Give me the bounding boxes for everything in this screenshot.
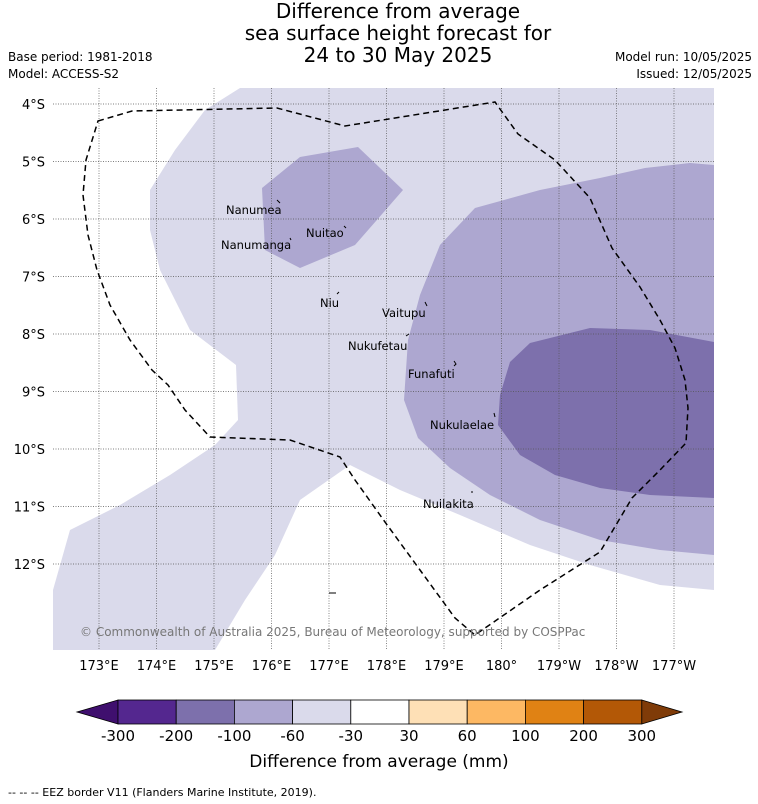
colorbar-segment (583, 699, 643, 725)
eez-border (82, 101, 689, 636)
colorbar-tick-label: 300 (627, 727, 656, 745)
latitude-label: 11°S (14, 501, 45, 516)
colorbar: -300 -200 -100 -60 -30 30 60 100 200 300 (75, 699, 684, 745)
colorbar-tick-label: -200 (159, 727, 193, 745)
island-label-nukulaelae: Nukulaelae (430, 418, 494, 432)
latitude-labels: 4°S 5°S 6°S 7°S 8°S 9°S 10°S 11°S 12°S (14, 98, 45, 573)
longitude-label: 179°W (537, 659, 581, 674)
longitude-labels: 173°E 174°E 175°E 176°E 177°E 178°E 179°E 180° 1… (79, 659, 696, 674)
nanumanga-island-shape (289, 237, 292, 241)
longitude-label: 174°E (137, 659, 177, 674)
title-line-1: Difference from average (275, 0, 521, 23)
longitude-label: 177°E (309, 659, 349, 674)
colorbar-max-extension (641, 699, 684, 725)
longitude-label: 176°E (252, 659, 292, 674)
funafuti-island-shape (453, 360, 457, 367)
issued-text: Issued: 12/05/2025 (636, 67, 752, 81)
colorbar-tick-label: 200 (569, 727, 598, 745)
latitude-label: 10°S (14, 443, 45, 458)
island-label-nuilakita: Nuilakita (423, 497, 474, 511)
nukufetau-island-shape (405, 333, 410, 337)
nuitao-island-shape (343, 225, 347, 229)
island-label-vaitupu: Vaitupu (382, 306, 426, 320)
longitude-label: 175°E (194, 659, 234, 674)
longitude-label: 179°E (424, 659, 464, 674)
latitude-label: 7°S (22, 271, 45, 286)
longitude-label: 178°W (594, 659, 638, 674)
colorbar-segment (292, 699, 352, 725)
island-label-nanumanga: Nanumanga (221, 238, 291, 252)
map-title: Difference from average sea surface heig… (200, 0, 596, 66)
colorbar-segment (233, 699, 293, 725)
base-period-text: Base period: 1981-2018 (8, 50, 153, 64)
island-label-nuitao: Nuitao (306, 226, 344, 240)
colorbar-tick-label: 100 (511, 727, 540, 745)
island-label-nukufetau: Nukufetau (348, 339, 407, 353)
colorbar-tick-label: -300 (101, 727, 135, 745)
colorbar-tick-label: 30 (399, 727, 418, 745)
colorbar-tick-label: -100 (217, 727, 251, 745)
title-line-3: 24 to 30 May 2025 (303, 43, 493, 67)
latitude-label: 12°S (14, 558, 45, 573)
model-name-text: Model: ACCESS-S2 (8, 67, 120, 81)
colorbar-tick-label: -60 (280, 727, 305, 745)
niu-island-shape (336, 291, 340, 295)
colorbar-segment (466, 699, 526, 725)
eez-footnote: -- -- -- EEZ border V11 (Flanders Marine… (8, 786, 317, 799)
nanumea-island-shape (276, 199, 281, 204)
contour-minus-100 (498, 328, 714, 498)
latitude-label: 8°S (22, 328, 45, 343)
latitude-label: 6°S (22, 213, 45, 228)
colorbar-tick-label: -30 (339, 727, 364, 745)
colorbar-segment (350, 699, 410, 725)
colorbar-segment (408, 699, 468, 725)
island-label-niu: Niu (320, 296, 339, 310)
longitude-label: 178°E (367, 659, 407, 674)
colorbar-tick-label: 60 (458, 727, 477, 745)
model-run-text: Model run: 10/05/2025 (614, 50, 752, 64)
colorbar-label: Difference from average (mm) (249, 752, 509, 772)
model-info: Base period: 1981-2018 Model: ACCESS-S2 (8, 49, 153, 83)
copyright-text: © Commonwealth of Australia 2025, Bureau… (80, 625, 585, 639)
longitude-label: 177°W (652, 659, 696, 674)
latitude-label: 4°S (22, 98, 45, 113)
longitude-label: 173°E (79, 659, 119, 674)
colorbar-segment (175, 699, 235, 725)
vaitupu-island-shape (424, 301, 428, 307)
title-line-2: sea surface height forecast for (244, 21, 552, 45)
longitude-label: 180° (486, 659, 517, 674)
islands-layer (276, 199, 496, 594)
nukulaelae-island-shape (493, 412, 496, 418)
colorbar-min-extension (75, 699, 119, 725)
colorbar-segment (117, 699, 177, 725)
latitude-label: 5°S (22, 156, 45, 171)
contour-minus-60-north (262, 147, 403, 268)
island-label-funafuti: Funafuti (408, 367, 455, 381)
island-labels: Nanumea Nuitao Nanumanga Niu Vaitupu Nuk… (221, 203, 494, 511)
island-label-nanumea: Nanumea (226, 203, 282, 217)
graticule (53, 88, 714, 650)
colorbar-segment (525, 699, 585, 725)
run-info: Model run: 10/05/2025 Issued: 12/05/2025 (615, 49, 752, 83)
latitude-label: 9°S (22, 386, 45, 401)
